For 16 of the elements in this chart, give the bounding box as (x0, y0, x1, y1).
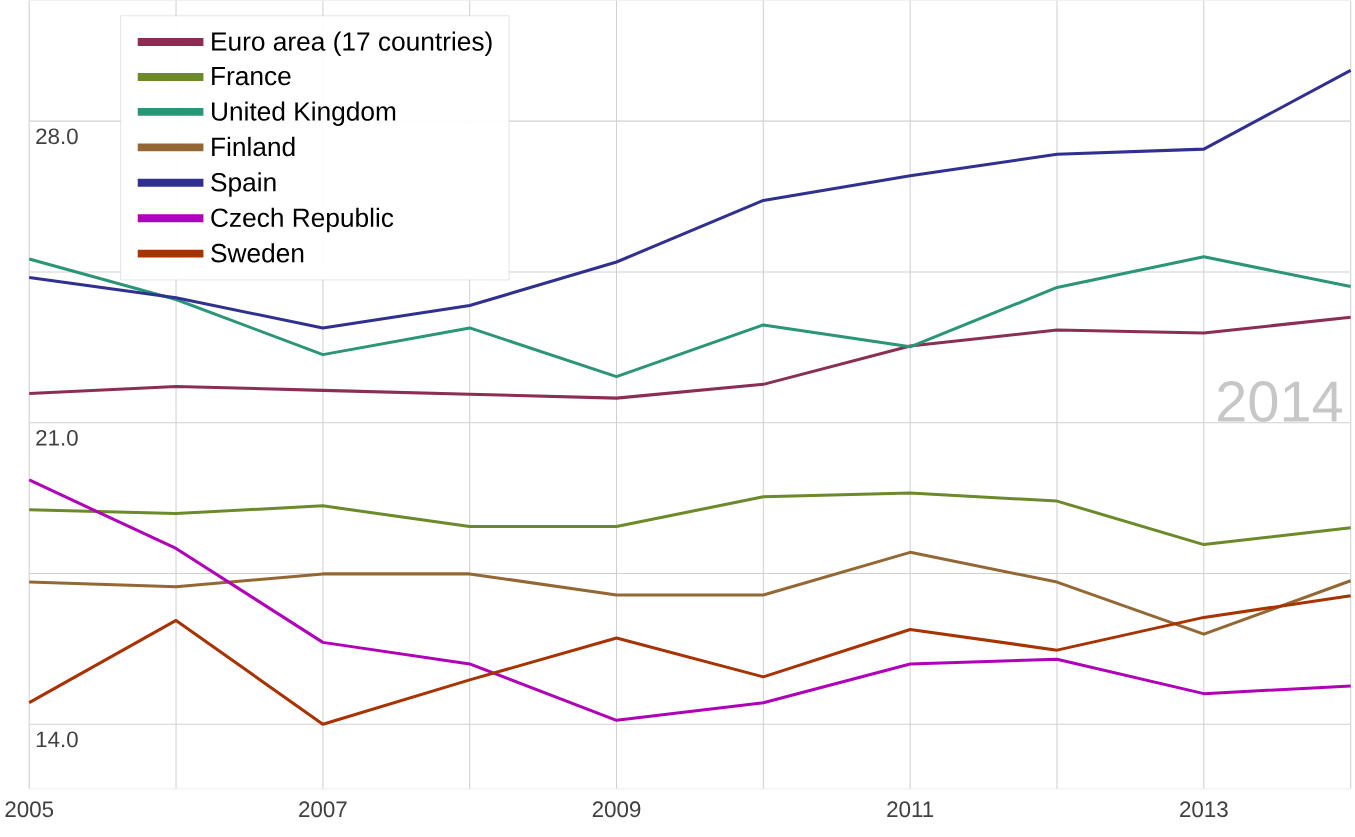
x-tick-label: 2013 (1180, 801, 1228, 818)
y-tick-label: 28.0 (36, 128, 78, 145)
legend-label: United Kingdom (212, 101, 396, 126)
x-tick-label: 2011 (887, 801, 934, 818)
x-tick-label: 2007 (299, 801, 347, 818)
legend-label: Sweden (211, 243, 304, 263)
legend-label: Euro area (17 countries) (212, 31, 492, 56)
legend-label: Czech Republic (211, 207, 394, 233)
y-tick-label: 14.0 (36, 731, 78, 748)
x-tick-label: 2009 (592, 801, 641, 818)
annotation: 2014 (1218, 381, 1343, 422)
x-tick-label: 2005 (5, 801, 54, 818)
y-tick-label: 21.0 (36, 429, 78, 446)
legend-label: France (212, 66, 291, 86)
legend-label: Spain (211, 172, 276, 197)
legend-label: Finland (212, 136, 295, 157)
